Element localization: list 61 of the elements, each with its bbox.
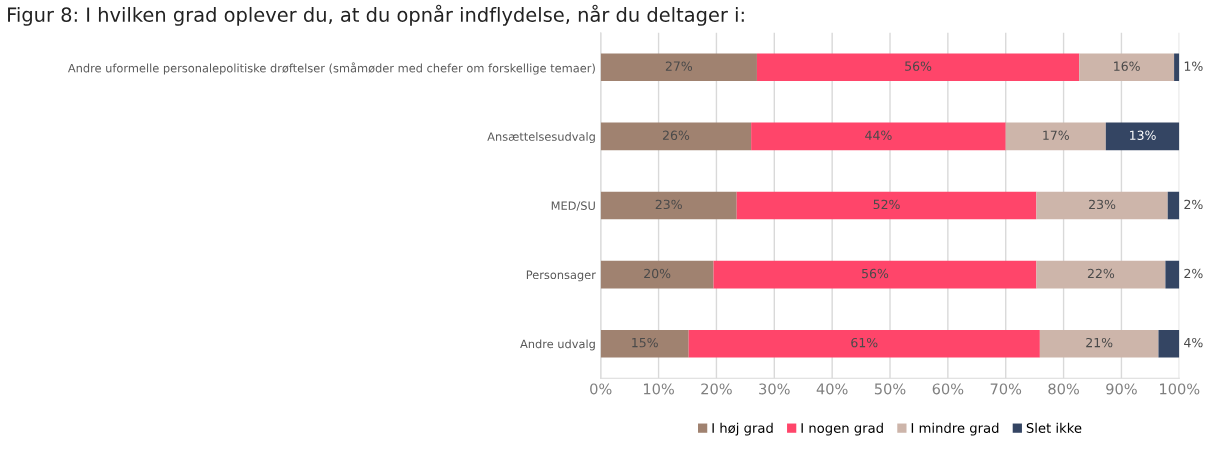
bar (1036, 191, 1168, 220)
x-tick-label: 0% (590, 383, 612, 395)
bar (1174, 53, 1180, 82)
legend-label: Slet ikke (1026, 422, 1082, 433)
data-label: 44% (865, 130, 892, 140)
bar (600, 191, 737, 220)
bar (1005, 122, 1106, 151)
bar (600, 53, 757, 82)
data-label: 17% (1043, 130, 1069, 140)
data-label: 15% (632, 337, 658, 348)
x-tick-label: 50% (874, 383, 906, 395)
bar (1039, 329, 1159, 358)
bar (688, 329, 1040, 358)
data-label: 23% (1089, 199, 1116, 210)
data-label: 2% (1184, 268, 1203, 279)
bar (1079, 53, 1175, 82)
bar (1036, 260, 1166, 289)
x-tick-label: 70% (990, 383, 1022, 395)
bar (713, 260, 1037, 289)
x-tick-label: 30% (759, 383, 790, 395)
x-tick-label: 90% (1106, 383, 1137, 395)
bar (751, 122, 1006, 151)
data-label: 2% (1184, 199, 1203, 210)
data-label: 56% (905, 61, 932, 71)
x-tick-label: 40% (816, 383, 848, 395)
y-tick-label: MED/SU (551, 201, 595, 211)
data-label: 61% (851, 337, 878, 348)
text: Figur 8: I hvilken grad oplever du, at du opnår indflydelse, når du deltager i: (8, 4, 744, 26)
y-tick-label: Ansættelsesudvalg (487, 132, 595, 144)
data-label: 56% (862, 268, 889, 279)
data-label: 27% (665, 61, 693, 71)
legend-label: I mindre grad (911, 422, 999, 436)
y-tick-label: Andre udvalg (520, 339, 595, 351)
bar (600, 122, 752, 151)
bar (736, 191, 1037, 220)
data-label: 23% (655, 199, 682, 210)
bar (600, 260, 714, 289)
data-label: 13% (1130, 130, 1156, 140)
bar (756, 53, 1080, 82)
legend-label: I nogen grad (801, 422, 883, 436)
x-tick-label: 80% (1048, 383, 1079, 395)
data-label: 52% (873, 199, 900, 210)
data-label: 20% (644, 268, 671, 279)
x-tick-label: 60% (932, 383, 964, 395)
x-tick-label: 10% (643, 383, 674, 395)
data-label: 21% (1086, 337, 1113, 348)
bar (1167, 191, 1180, 220)
y-tick-label: Personsager (526, 270, 596, 282)
data-label: 4% (1184, 337, 1203, 348)
data-label: 1% (1184, 61, 1203, 71)
x-tick-label: 20% (701, 383, 732, 395)
bar (1105, 122, 1180, 151)
y-tick-label: Andre uformelle personalepolitiske drøftelser (småmøder med chefer om forskellige temaer) (67, 62, 595, 75)
data-label: 26% (662, 130, 690, 140)
data-label: 22% (1087, 268, 1115, 279)
data-label: 16% (1114, 61, 1140, 71)
bar (1165, 260, 1180, 289)
x-tick-label: 100% (1160, 383, 1200, 395)
bar (1158, 329, 1180, 358)
bar (600, 329, 689, 358)
legend-label: I høj grad (712, 422, 773, 436)
